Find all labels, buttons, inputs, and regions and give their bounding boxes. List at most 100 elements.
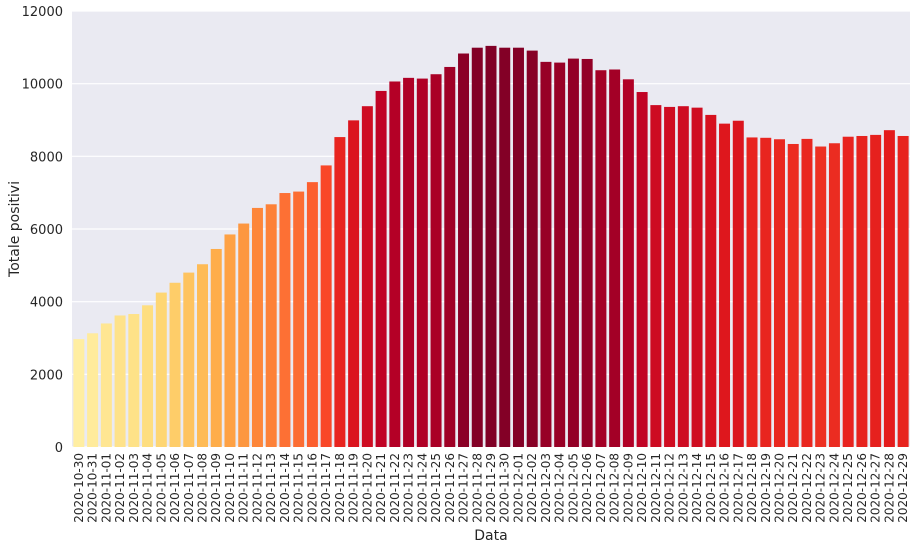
- bar-2020-12-16: [719, 123, 731, 447]
- bar-2020-11-28: [471, 47, 483, 448]
- bar-2020-12-26: [856, 135, 868, 447]
- x-tick-label: 2020-11-20: [360, 453, 374, 523]
- x-tick-label: 2020-11-21: [374, 453, 388, 523]
- x-tick-label: 2020-11-13: [264, 453, 278, 523]
- bar-2020-12-21: [787, 143, 799, 448]
- bar-2020-11-09: [210, 248, 222, 447]
- x-tick-label: 2020-11-02: [113, 453, 127, 523]
- x-tick-label: 2020-12-19: [759, 453, 773, 523]
- bar-2020-11-19: [348, 120, 360, 447]
- bar-2020-11-23: [403, 77, 415, 447]
- bar-2020-12-09: [622, 79, 634, 447]
- x-tick-label: 2020-11-04: [141, 453, 155, 523]
- bar-2020-11-07: [183, 272, 195, 447]
- bar-2020-12-07: [595, 70, 607, 448]
- x-tick-label: 2020-12-01: [511, 453, 525, 523]
- x-tick-label: 2020-10-30: [72, 453, 86, 523]
- x-tick-label: 2020-12-16: [718, 453, 732, 523]
- x-tick-label: 2020-11-16: [305, 453, 319, 523]
- x-tick-label: 2020-11-22: [388, 453, 402, 523]
- bar-2020-12-13: [677, 106, 689, 448]
- x-tick-label: 2020-12-11: [649, 453, 663, 523]
- bar-2020-10-31: [87, 333, 99, 447]
- bar-2020-12-14: [691, 107, 703, 447]
- x-tick-label: 2020-12-08: [608, 453, 622, 523]
- bar-2020-12-19: [760, 137, 772, 447]
- x-tick-label: 2020-12-21: [786, 453, 800, 523]
- bar-2020-12-15: [705, 114, 717, 447]
- bar-2020-11-24: [416, 78, 428, 447]
- x-tick-label: 2020-12-28: [882, 453, 896, 523]
- y-tick-label: 12000: [22, 5, 63, 20]
- x-tick-label: 2020-12-24: [827, 453, 841, 523]
- x-tick-label: 2020-10-31: [86, 453, 100, 523]
- x-tick-label: 2020-12-03: [539, 453, 553, 523]
- x-axis-label: Data: [474, 528, 507, 544]
- x-tick-label: 2020-11-05: [154, 453, 168, 523]
- x-axis-ticks: 2020-10-30 2020-10-31 2020-11-01 2020-11-02…: [72, 453, 910, 523]
- x-tick-label: 2020-11-01: [99, 453, 113, 523]
- bar-2020-12-12: [664, 106, 676, 448]
- bar-2020-11-01: [100, 323, 112, 447]
- bars: [73, 45, 909, 448]
- bar-2020-11-22: [389, 81, 401, 447]
- bar-2020-11-06: [169, 282, 181, 447]
- bar-2020-12-05: [567, 58, 579, 447]
- bar-2020-12-10: [636, 92, 648, 448]
- bar-2020-11-11: [238, 223, 250, 447]
- bar-2020-12-04: [554, 62, 566, 448]
- bar-2020-11-08: [197, 264, 209, 447]
- bar-2020-12-03: [540, 61, 552, 447]
- bar-2020-12-27: [870, 134, 882, 447]
- bar-2020-12-17: [732, 120, 744, 447]
- x-tick-label: 2020-12-09: [621, 453, 635, 523]
- x-tick-label: 2020-12-17: [731, 453, 745, 523]
- x-tick-label: 2020-11-25: [429, 453, 443, 523]
- y-tick-label: 4000: [30, 296, 63, 311]
- x-tick-label: 2020-11-03: [127, 453, 141, 523]
- bar-2020-11-25: [430, 74, 442, 447]
- x-tick-label: 2020-11-24: [415, 453, 429, 523]
- x-tick-label: 2020-12-05: [566, 453, 580, 523]
- y-tick-label: 6000: [30, 223, 63, 238]
- y-tick-label: 0: [55, 441, 63, 456]
- x-tick-label: 2020-12-26: [855, 453, 869, 523]
- x-tick-label: 2020-11-27: [457, 453, 471, 523]
- x-tick-label: 2020-11-09: [209, 453, 223, 523]
- bar-2020-11-17: [320, 165, 332, 447]
- x-tick-label: 2020-12-25: [841, 453, 855, 523]
- x-tick-label: 2020-12-23: [814, 453, 828, 523]
- x-tick-label: 2020-11-07: [182, 453, 196, 523]
- x-tick-label: 2020-12-07: [594, 453, 608, 523]
- y-axis-label: Totale positivi: [7, 181, 23, 278]
- x-tick-label: 2020-12-04: [553, 453, 567, 523]
- bar-2020-11-03: [128, 314, 140, 447]
- bar-2020-11-29: [485, 45, 497, 447]
- x-tick-label: 2020-11-10: [223, 453, 237, 523]
- bar-2020-12-29: [897, 135, 909, 447]
- bar-2020-12-08: [609, 69, 621, 447]
- x-tick-label: 2020-11-23: [402, 453, 416, 523]
- x-tick-label: 2020-12-20: [772, 453, 786, 523]
- bar-2020-12-20: [773, 139, 785, 448]
- x-tick-label: 2020-11-12: [250, 453, 264, 523]
- y-tick-label: 2000: [30, 368, 63, 383]
- bar-2020-12-24: [828, 143, 840, 447]
- x-tick-label: 2020-11-11: [237, 453, 251, 523]
- bar-2020-11-21: [375, 90, 387, 447]
- bar-2020-11-13: [265, 204, 277, 447]
- bar-2020-11-20: [361, 106, 373, 448]
- bar-2020-11-30: [499, 47, 511, 448]
- bar-2020-12-25: [842, 136, 854, 448]
- bar-2020-11-14: [279, 193, 291, 447]
- bar-2020-12-28: [883, 130, 895, 447]
- x-tick-label: 2020-12-12: [663, 453, 677, 523]
- bar-2020-12-11: [650, 105, 662, 447]
- x-tick-label: 2020-12-15: [704, 453, 718, 523]
- bar-2020-12-06: [581, 58, 593, 448]
- bar-2020-11-15: [293, 191, 305, 447]
- bar-2020-11-05: [155, 292, 167, 447]
- x-tick-label: 2020-11-06: [168, 453, 182, 523]
- bar-2020-11-16: [306, 182, 318, 447]
